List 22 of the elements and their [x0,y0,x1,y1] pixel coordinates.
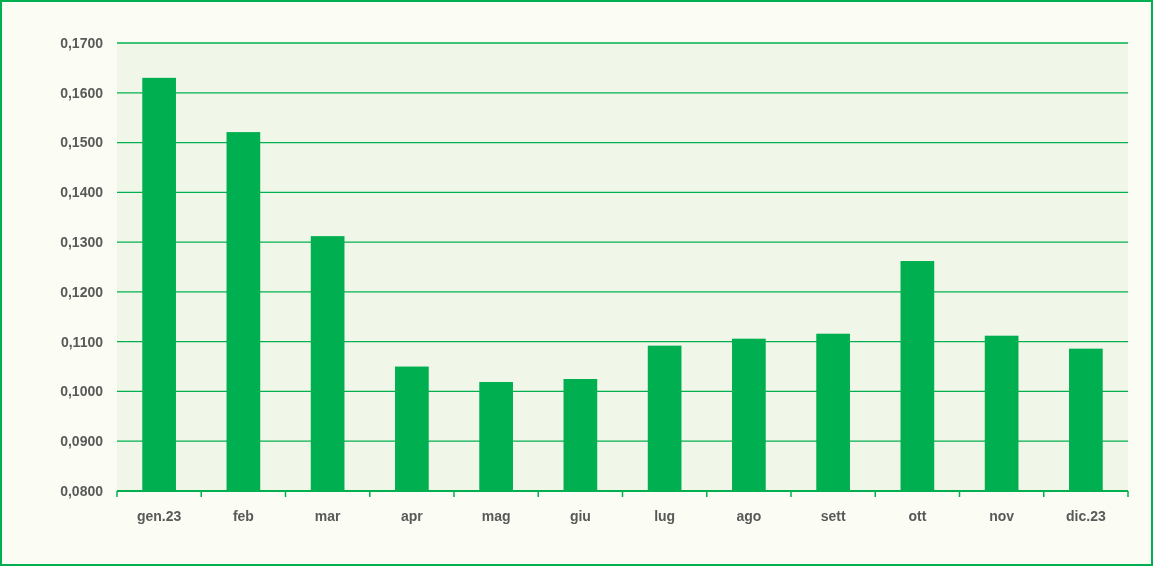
y-tick-label: 0,1700 [60,34,104,51]
x-tick-label: mar [314,508,342,524]
y-tick-label: 0,1000 [60,383,104,400]
y-tick-label: 0,1300 [60,234,104,251]
x-tick-label: nov [989,508,1015,524]
y-tick-label: 0,1100 [60,333,104,350]
y-tick-label: 0,1600 [60,84,104,101]
x-tick-label: dic.23 [1066,508,1106,524]
x-tick-label: apr [400,508,424,524]
x-tick-label: sett [820,508,846,524]
y-tick-label: 0,1500 [60,134,104,151]
y-tick-label: 0,0900 [60,433,104,450]
x-tick-label: ott [908,508,927,524]
y-tick-label: 0,1200 [60,283,104,300]
x-tick-label: feb [232,508,254,524]
y-tick-label: 0,1400 [60,184,104,201]
x-tick-label: gen.23 [136,508,182,524]
x-tick-label: mag [481,508,511,524]
y-tick-label: 0,0800 [60,482,104,499]
x-tick-label: ago [736,508,762,524]
x-tick-label: giu [569,508,591,524]
x-tick-label: lug [654,508,676,524]
